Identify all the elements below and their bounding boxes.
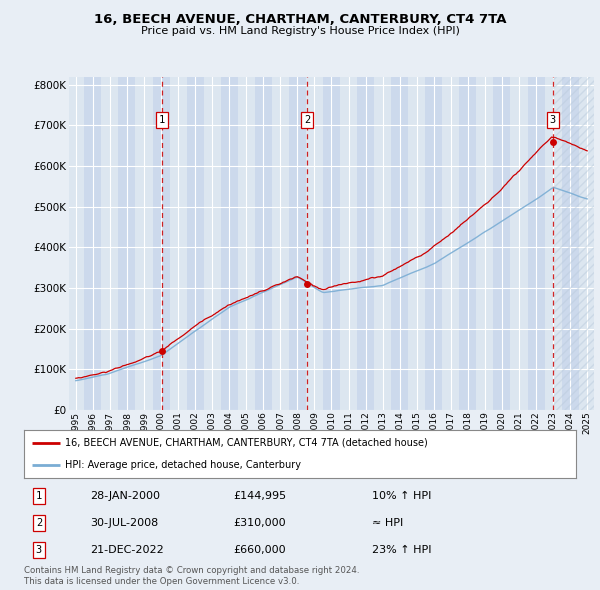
Text: £310,000: £310,000 xyxy=(234,518,286,527)
Text: 21-DEC-2022: 21-DEC-2022 xyxy=(90,545,164,555)
Bar xyxy=(323,77,340,410)
Bar xyxy=(67,77,85,410)
Text: 10% ↑ HPI: 10% ↑ HPI xyxy=(372,491,431,501)
Bar xyxy=(136,77,152,410)
Bar xyxy=(408,77,425,410)
Bar xyxy=(289,77,306,410)
Bar xyxy=(221,77,238,410)
Text: HPI: Average price, detached house, Canterbury: HPI: Average price, detached house, Cant… xyxy=(65,460,301,470)
Bar xyxy=(527,77,545,410)
Bar xyxy=(340,77,357,410)
Bar xyxy=(272,77,289,410)
Text: 2: 2 xyxy=(36,518,42,527)
Bar xyxy=(442,77,460,410)
Bar xyxy=(255,77,272,410)
Text: 3: 3 xyxy=(36,545,42,555)
Bar xyxy=(306,77,323,410)
Bar xyxy=(511,77,527,410)
Text: 30-JUL-2008: 30-JUL-2008 xyxy=(90,518,158,527)
Bar xyxy=(460,77,476,410)
Text: £660,000: £660,000 xyxy=(234,545,286,555)
Text: Contains HM Land Registry data © Crown copyright and database right 2024.
This d: Contains HM Land Registry data © Crown c… xyxy=(24,566,359,586)
Bar xyxy=(101,77,118,410)
Bar xyxy=(374,77,391,410)
Bar xyxy=(238,77,255,410)
Text: Price paid vs. HM Land Registry's House Price Index (HPI): Price paid vs. HM Land Registry's House … xyxy=(140,26,460,36)
Bar xyxy=(85,77,101,410)
Text: 1: 1 xyxy=(159,115,166,125)
Bar xyxy=(391,77,408,410)
Text: 1: 1 xyxy=(36,491,42,501)
Bar xyxy=(118,77,136,410)
Text: 16, BEECH AVENUE, CHARTHAM, CANTERBURY, CT4 7TA: 16, BEECH AVENUE, CHARTHAM, CANTERBURY, … xyxy=(94,13,506,26)
Bar xyxy=(562,77,578,410)
Bar xyxy=(170,77,187,410)
Bar xyxy=(476,77,493,410)
Text: 2: 2 xyxy=(304,115,310,125)
Text: 16, BEECH AVENUE, CHARTHAM, CANTERBURY, CT4 7TA (detached house): 16, BEECH AVENUE, CHARTHAM, CANTERBURY, … xyxy=(65,438,428,448)
Bar xyxy=(357,77,374,410)
Bar xyxy=(493,77,511,410)
Bar xyxy=(425,77,442,410)
Bar xyxy=(152,77,170,410)
Text: £144,995: £144,995 xyxy=(234,491,287,501)
Bar xyxy=(578,77,596,410)
Bar xyxy=(553,77,594,410)
Bar xyxy=(545,77,562,410)
Text: 3: 3 xyxy=(550,115,556,125)
Bar xyxy=(187,77,203,410)
Bar xyxy=(203,77,221,410)
Text: 23% ↑ HPI: 23% ↑ HPI xyxy=(372,545,431,555)
Text: ≈ HPI: ≈ HPI xyxy=(372,518,403,527)
Text: 28-JAN-2000: 28-JAN-2000 xyxy=(90,491,160,501)
